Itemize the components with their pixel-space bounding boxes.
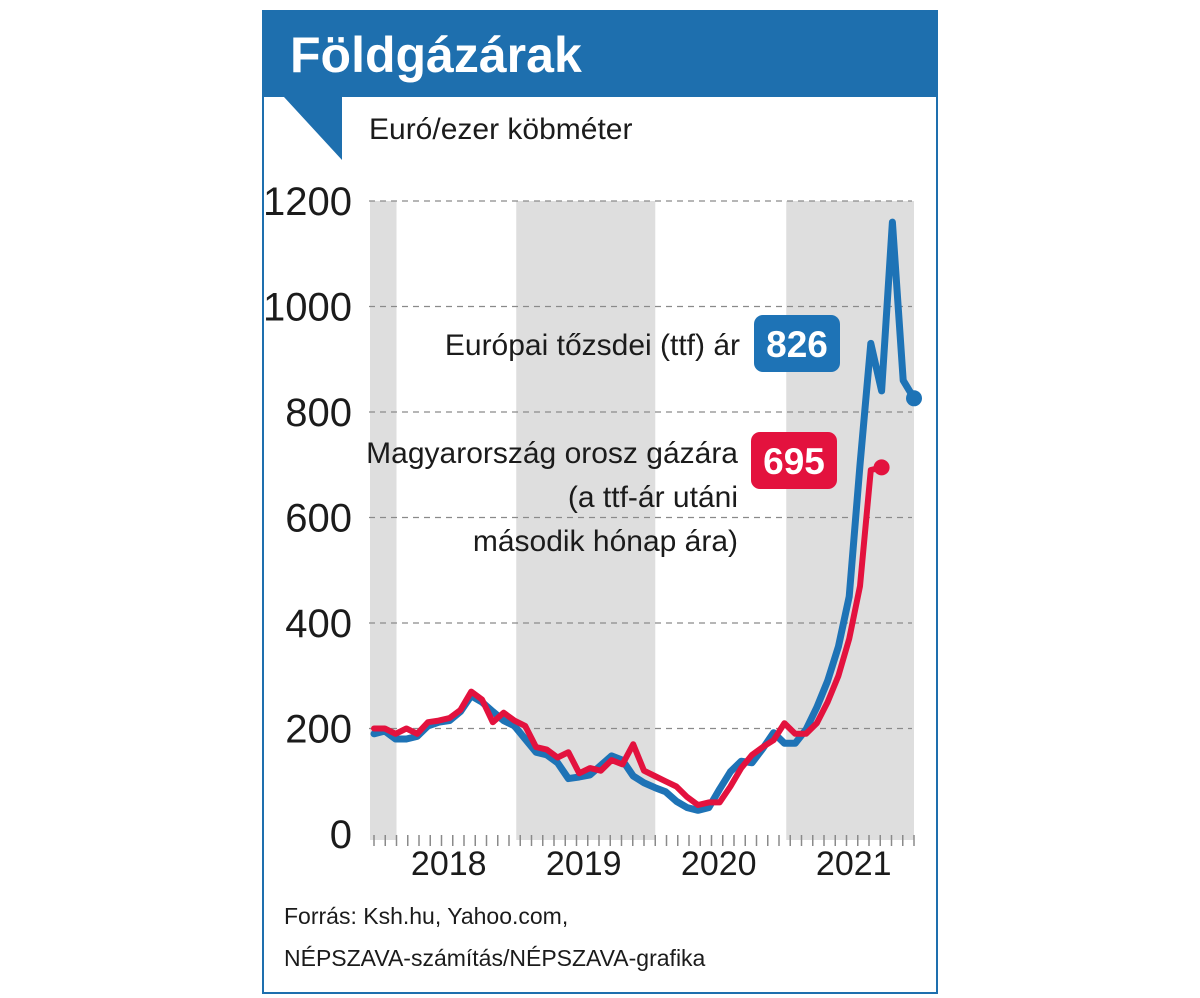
ttf-value-badge	[754, 315, 840, 372]
ttf-value: 826	[766, 324, 828, 365]
y-tick-label: 200	[285, 708, 352, 752]
chart-title: Földgázárak	[290, 27, 582, 83]
y-tick-label: 400	[285, 602, 352, 646]
source-line-2: NÉPSZAVA-számítás/NÉPSZAVA-grafika	[284, 945, 706, 971]
hungary-value-badge	[751, 432, 837, 489]
chart-canvas: Földgázárak Euró/ezer köbméter 0 200 400 60…	[264, 12, 938, 971]
x-year-label: 2021	[816, 845, 892, 883]
y-axis-ticks: 0 200 400 600 800 1000 1200	[264, 180, 352, 857]
x-year-label: 2019	[546, 845, 622, 883]
source-line-1: Forrás: Ksh.hu, Yahoo.com,	[284, 903, 568, 929]
title-banner	[264, 12, 938, 160]
ttf-end-marker	[906, 390, 922, 407]
hungary-series-note-1: (a ttf-ár utáni	[568, 481, 738, 514]
hungary-series-note-2: második hónap ára)	[473, 525, 738, 558]
x-axis-year-labels: 2018 2019 2020 2021	[411, 845, 892, 883]
y-tick-label: 800	[285, 391, 352, 435]
unit-label: Euró/ezer köbméter	[369, 113, 632, 146]
x-year-label: 2018	[411, 845, 487, 883]
y-tick-label: 600	[285, 497, 352, 541]
chart-frame: Földgázárak Euró/ezer köbméter 0 200 400 60…	[262, 10, 938, 994]
shade-band	[516, 201, 656, 840]
y-tick-label: 0	[330, 813, 352, 857]
ttf-series-label: Európai tőzsdei (ttf) ár	[445, 329, 740, 362]
hungary-series-label: Magyarország orosz gázára	[366, 437, 738, 470]
hungary-price-line	[371, 464, 885, 808]
x-axis-ticks	[373, 835, 915, 846]
year-shading	[370, 201, 914, 840]
gridlines	[369, 200, 912, 730]
hungary-end-marker	[873, 459, 890, 476]
x-year-label: 2020	[681, 845, 757, 883]
shade-band	[370, 201, 397, 840]
hungary-value: 695	[763, 441, 825, 482]
y-tick-label: 1000	[264, 286, 352, 330]
y-tick-label: 1200	[264, 180, 352, 224]
